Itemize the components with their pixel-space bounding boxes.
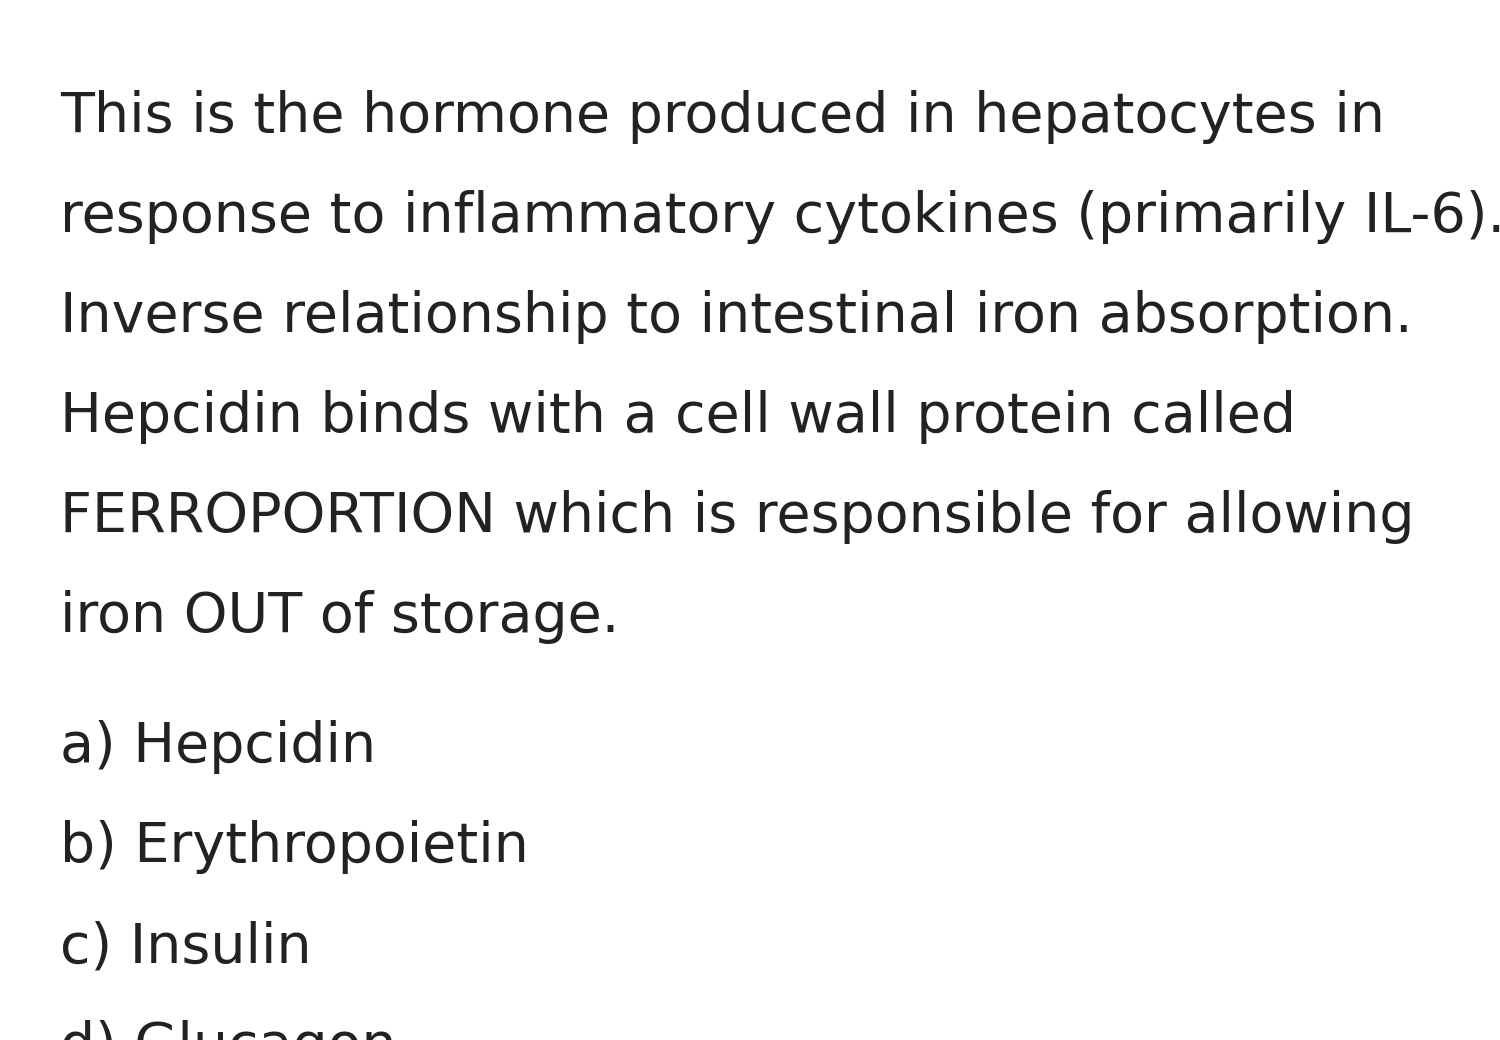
Text: Hepcidin binds with a cell wall protein called: Hepcidin binds with a cell wall protein …	[60, 390, 1296, 444]
Text: c) Insulin: c) Insulin	[60, 920, 312, 974]
Text: iron OUT of storage.: iron OUT of storage.	[60, 590, 620, 644]
Text: Inverse relationship to intestinal iron absorption.: Inverse relationship to intestinal iron …	[60, 290, 1413, 344]
Text: FERROPORTION which is responsible for allowing: FERROPORTION which is responsible for al…	[60, 490, 1414, 544]
Text: response to inflammatory cytokines (primarily IL-6).: response to inflammatory cytokines (prim…	[60, 190, 1500, 244]
Text: This is the hormone produced in hepatocytes in: This is the hormone produced in hepatocy…	[60, 90, 1384, 144]
Text: d) Glucagon: d) Glucagon	[60, 1020, 396, 1040]
Text: a) Hepcidin: a) Hepcidin	[60, 720, 376, 774]
Text: b) Erythropoietin: b) Erythropoietin	[60, 820, 530, 874]
